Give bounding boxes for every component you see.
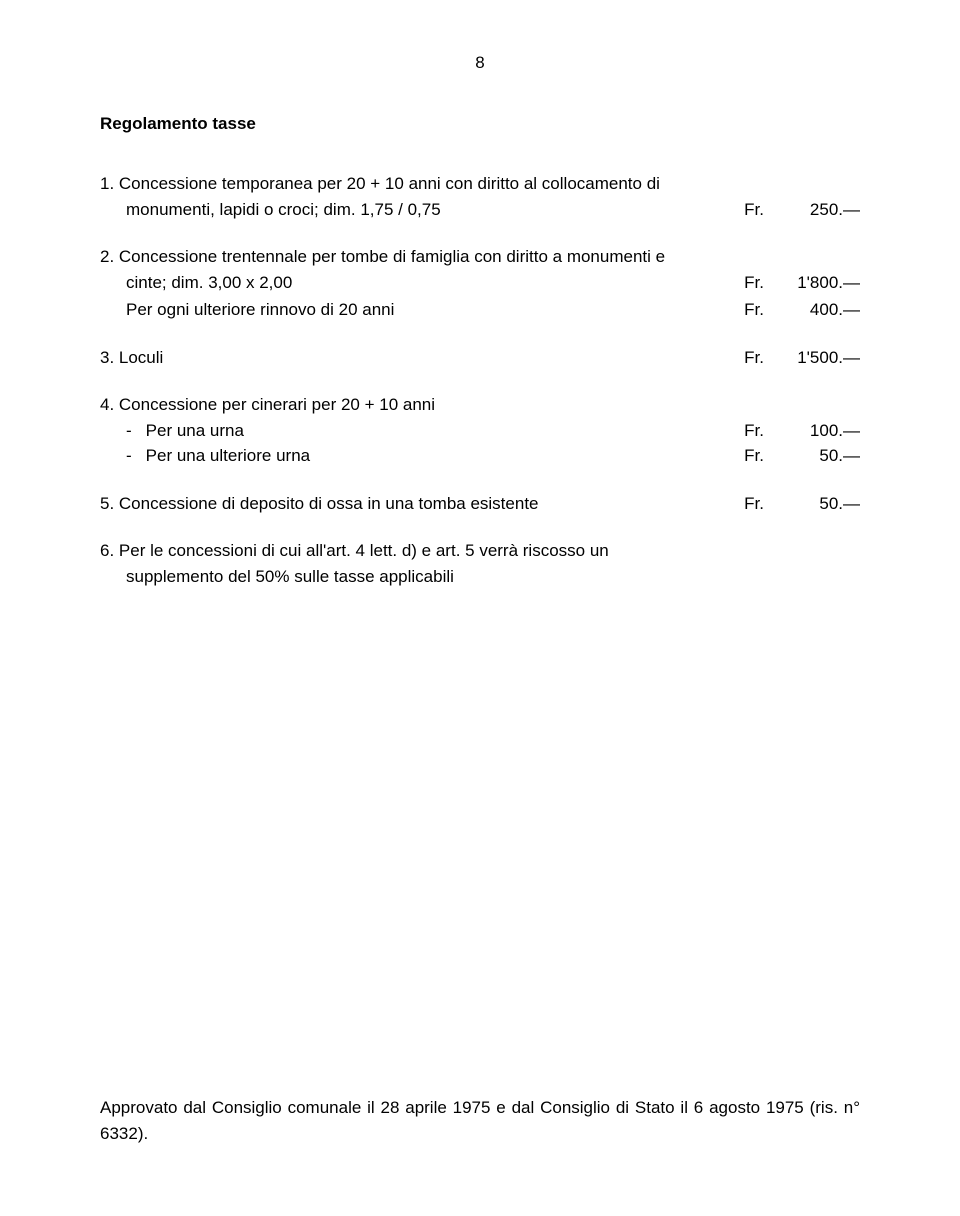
- item-4: 4. Concessione per cinerari per 20 + 10 …: [100, 392, 860, 469]
- item-4-sub1-text: Per una urna: [146, 418, 244, 444]
- fee-list: 1. Concessione temporanea per 20 + 10 an…: [100, 171, 860, 589]
- item-2-text-line1: 2. Concessione trentennale per tombe di …: [100, 244, 860, 270]
- item-1-text-line2: monumenti, lapidi o croci; dim. 1,75 / 0…: [100, 197, 441, 223]
- item-6-text-line1: 6. Per le concessioni di cui all'art. 4 …: [100, 538, 660, 564]
- item-5-amount: 50.—: [788, 491, 860, 517]
- item-4-sub1-amount: 100.—: [788, 418, 860, 444]
- item-1: 1. Concessione temporanea per 20 + 10 an…: [100, 171, 860, 222]
- item-2-text-line2: cinte; dim. 3,00 x 2,00: [100, 270, 292, 296]
- item-2-sub-amount: 400.—: [788, 297, 860, 323]
- currency: Fr.: [744, 491, 764, 517]
- item-2-sub-text: Per ogni ulteriore rinnovo di 20 anni: [100, 297, 394, 323]
- item-1-text-line1: 1. Concessione temporanea per 20 + 10 an…: [100, 171, 860, 197]
- item-1-amount: 250.—: [788, 197, 860, 223]
- item-5: 5. Concessione di deposito di ossa in un…: [100, 491, 860, 517]
- item-3-amount: 1'500.—: [788, 345, 860, 371]
- item-6-text-line2: supplemento del 50% sulle tasse applicab…: [100, 564, 860, 590]
- item-4-sub2-text: Per una ulteriore urna: [146, 443, 310, 469]
- item-2: 2. Concessione trentennale per tombe di …: [100, 244, 860, 323]
- currency: Fr.: [744, 443, 764, 469]
- item-2-amount: 1'800.—: [788, 270, 860, 296]
- page-number: 8: [100, 50, 860, 76]
- item-5-text: 5. Concessione di deposito di ossa in un…: [100, 491, 539, 517]
- bullet-icon: -: [126, 443, 132, 469]
- currency: Fr.: [744, 345, 764, 371]
- currency: Fr.: [744, 197, 764, 223]
- title: Regolamento tasse: [100, 111, 860, 137]
- currency: Fr.: [744, 418, 764, 444]
- approval-text: Approvato dal Consiglio comunale il 28 a…: [100, 1095, 860, 1146]
- bullet-icon: -: [126, 418, 132, 444]
- item-4-text: 4. Concessione per cinerari per 20 + 10 …: [100, 392, 860, 418]
- currency: Fr.: [744, 270, 764, 296]
- item-4-sub2-amount: 50.—: [788, 443, 860, 469]
- item-3-text: 3. Loculi: [100, 345, 163, 371]
- item-3: 3. Loculi Fr. 1'500.—: [100, 345, 860, 371]
- currency: Fr.: [744, 297, 764, 323]
- item-6: 6. Per le concessioni di cui all'art. 4 …: [100, 538, 860, 589]
